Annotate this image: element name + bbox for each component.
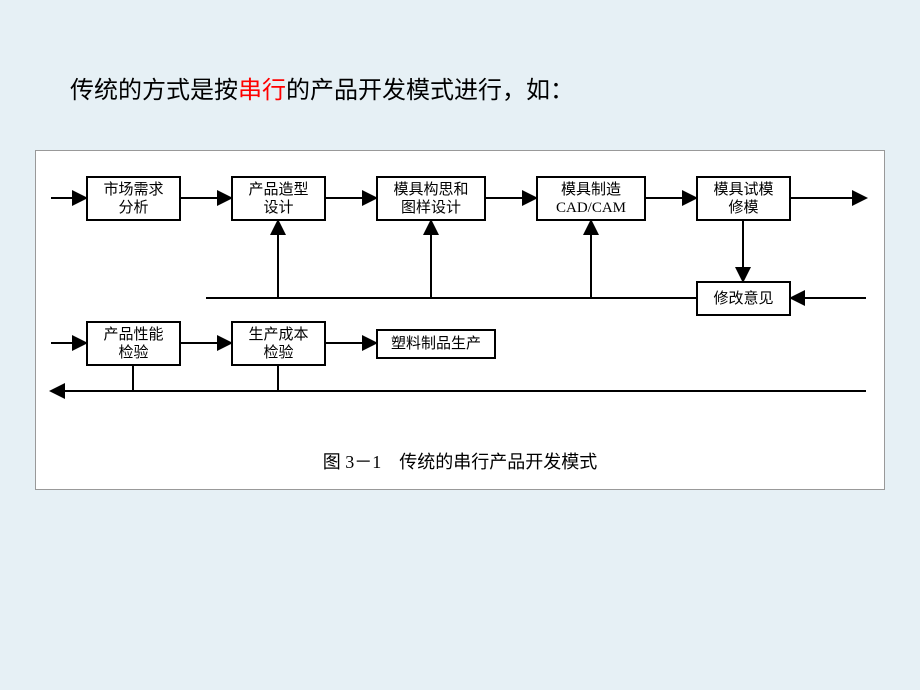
diagram-caption: 图 3－1 传统的串行产品开发模式 bbox=[36, 448, 884, 474]
flow-node-n3: 模具构思和 图样设计 bbox=[376, 176, 486, 221]
flow-node-n6: 修改意见 bbox=[696, 281, 791, 316]
heading-prefix: 传统的方式是按 bbox=[70, 78, 238, 104]
heading-suffix: 的产品开发模式进行，如： bbox=[286, 78, 574, 104]
flow-node-n4: 模具制造 CAD/CAM bbox=[536, 176, 646, 221]
heading-highlight: 串行 bbox=[238, 78, 286, 104]
page-heading: 传统的方式是按串行的产品开发模式进行，如： bbox=[70, 70, 574, 105]
flow-node-n7: 产品性能 检验 bbox=[86, 321, 181, 366]
flow-node-n8: 生产成本 检验 bbox=[231, 321, 326, 366]
flow-node-n5: 模具试模 修模 bbox=[696, 176, 791, 221]
flow-node-n2: 产品造型 设计 bbox=[231, 176, 326, 221]
flow-node-n1: 市场需求 分析 bbox=[86, 176, 181, 221]
flowchart-container: 市场需求 分析 产品造型 设计 模具构思和 图样设计 模具制造 CAD/CAM 模具试模… bbox=[35, 150, 885, 490]
flow-node-n9: 塑料制品生产 bbox=[376, 329, 496, 359]
